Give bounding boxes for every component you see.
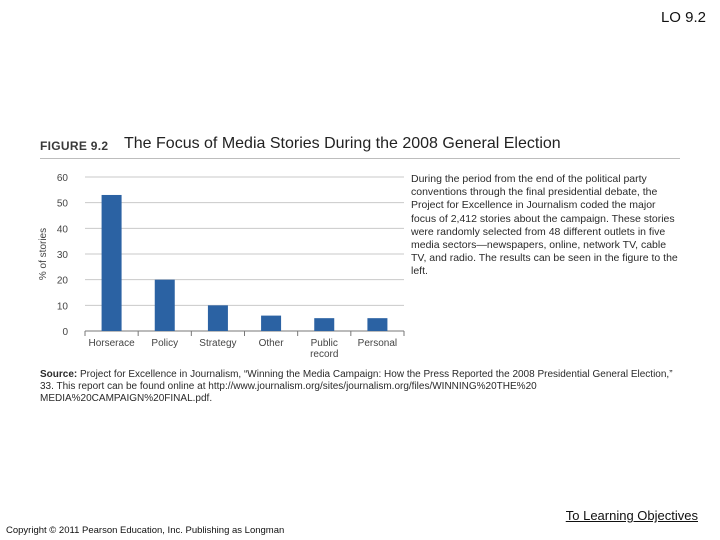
source-label: Source:: [40, 369, 78, 380]
x-tick-label: Personal: [358, 338, 397, 349]
y-tick-label: 60: [57, 173, 69, 184]
lo-label: LO 9.2: [660, 9, 706, 26]
x-tick-label: Horserace: [89, 338, 136, 349]
figure-label: FIGURE 9.2: [40, 139, 109, 153]
y-axis-label: % of stories: [38, 228, 49, 280]
y-tick-label: 40: [57, 224, 69, 235]
y-tick-label: 50: [57, 199, 69, 210]
source-text: Project for Excellence in Journalism, “W…: [40, 369, 673, 404]
x-tick-label: Other: [259, 338, 285, 349]
figure-source: Source: Project for Excellence in Journa…: [40, 369, 682, 405]
x-tick-label: Policy: [151, 338, 178, 349]
x-tick-label: Public record: [310, 338, 338, 360]
bar: [314, 318, 335, 331]
bar: [261, 315, 282, 331]
bar: [207, 305, 228, 331]
figure-description: During the period from the end of the po…: [411, 173, 678, 278]
bar: [101, 194, 122, 331]
bar-chart: 0 10 20 30 40 50 60 % of stories Horserace Policy…: [38, 173, 405, 360]
figure-title: The Focus of Media Stories During the 20…: [124, 135, 561, 152]
y-tick-label: 20: [57, 276, 69, 287]
title-divider: [40, 158, 680, 159]
x-tick-label: Strategy: [199, 338, 236, 349]
y-tick-label: 30: [57, 250, 69, 261]
y-tick-label: 10: [57, 301, 69, 312]
bar: [154, 279, 175, 331]
copyright-notice: Copyright © 2011 Pearson Education, Inc.…: [6, 525, 285, 536]
bar: [367, 318, 388, 331]
y-tick-label: 0: [62, 327, 68, 338]
learning-objectives-link[interactable]: To Learning Objectives: [565, 508, 698, 523]
